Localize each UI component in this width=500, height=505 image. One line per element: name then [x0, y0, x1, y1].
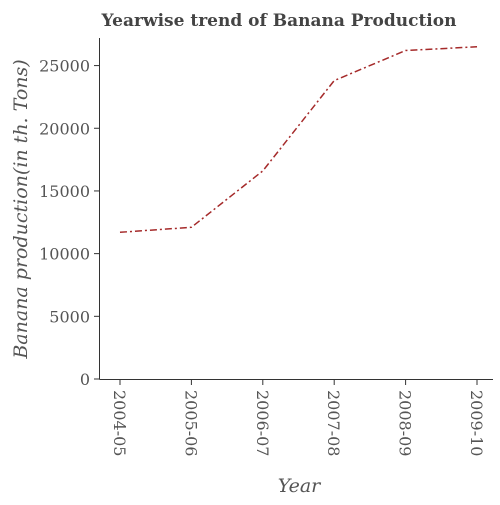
x-tick-label: 2008-09 [396, 390, 415, 456]
data-point [262, 170, 264, 172]
x-tick-label: 2007-08 [324, 390, 343, 456]
y-tick-label: 25000 [39, 57, 90, 76]
y-tick-label: 10000 [39, 245, 90, 264]
data-point [404, 49, 406, 51]
chart-title: Yearwise trend of Banana Production [101, 11, 457, 31]
data-point [476, 46, 478, 48]
x-axis-label: Year [278, 475, 322, 497]
y-tick-label: 15000 [39, 182, 90, 201]
data-point [190, 226, 192, 228]
x-tick-label: 2004-05 [110, 390, 129, 456]
series-line-0 [119, 46, 478, 234]
y-tick-label: 5000 [49, 307, 90, 326]
y-axis-ticks: 0 5000 10000 15000 20000 25000 [39, 57, 100, 389]
x-tick-label: 2009-10 [467, 390, 486, 456]
y-axis-label: Banana production(in th. Tons) [10, 59, 32, 359]
y-tick-label: 0 [80, 370, 90, 389]
x-tick-label: 2006-07 [253, 390, 272, 456]
data-point [119, 231, 121, 233]
x-tick-label: 2005-06 [181, 390, 200, 456]
y-tick-label: 20000 [39, 119, 90, 138]
x-axis-ticks: 2004-05 2005-06 2006-07 2007-08 2008-09 2009-… [110, 379, 486, 456]
data-point [333, 79, 335, 81]
series-layer [119, 46, 478, 234]
plot-area: 0 5000 10000 15000 20000 25000 2004-05 2005-06… [39, 38, 493, 456]
